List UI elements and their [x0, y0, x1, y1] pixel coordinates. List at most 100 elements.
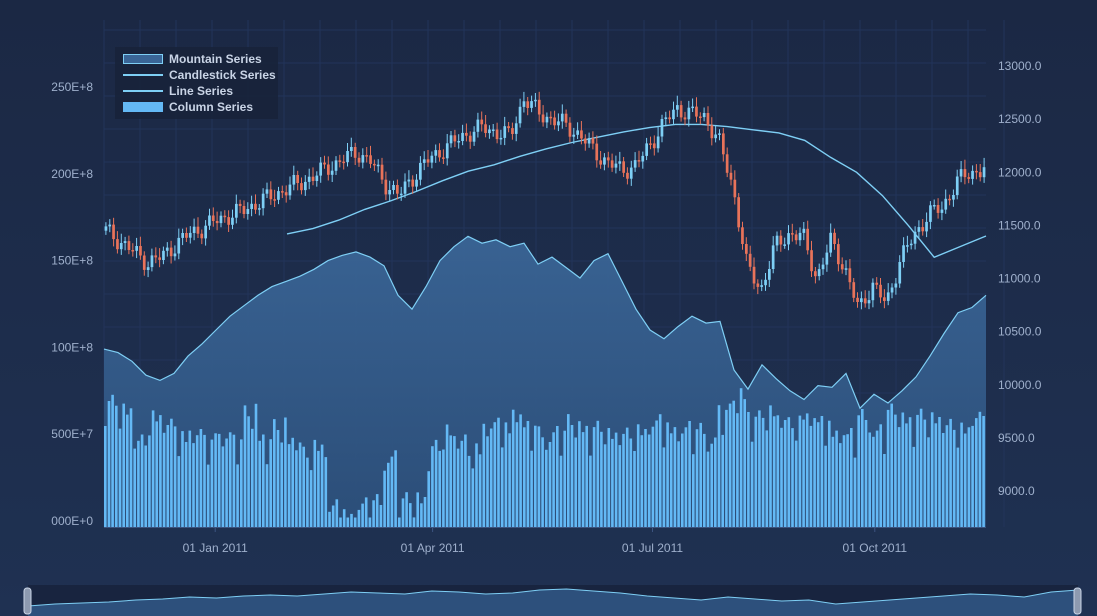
column-bar — [897, 427, 901, 527]
column-bar — [894, 414, 897, 527]
left-axis-tick-label: 200E+8 — [51, 167, 93, 181]
column-bar — [449, 435, 452, 527]
column-bar — [368, 517, 372, 527]
legend-item-candlestick[interactable]: Candlestick Series — [123, 67, 276, 83]
legend-item-column[interactable]: Column Series — [123, 99, 253, 115]
mountain-outline — [103, 235, 987, 410]
column-bar — [262, 434, 265, 527]
candle-body — [514, 123, 518, 134]
column-bar — [107, 401, 111, 527]
candle-body — [756, 283, 760, 287]
candle-body — [196, 226, 200, 234]
candle-body — [871, 282, 875, 301]
candle-body — [211, 215, 215, 221]
range-navigator[interactable] — [23, 585, 1082, 616]
left-y-axis: 000E+0 500E+7 100E+8 150E+8 200E+8 250E+8 — [51, 80, 93, 528]
candle-body — [913, 231, 917, 244]
column-bar — [655, 420, 658, 527]
candle-body — [618, 161, 622, 164]
candle-body — [699, 116, 702, 118]
candle-body — [603, 157, 606, 165]
candle-body — [875, 282, 879, 285]
candle-body — [576, 130, 579, 135]
x-axis: 01 Jan 2011 01 Apr 2011 01 Jul 2011 01 Oct … — [104, 527, 986, 555]
column-bar — [875, 430, 879, 527]
candle-body — [833, 232, 836, 244]
candle-body — [139, 246, 142, 256]
candle-body — [495, 129, 499, 140]
column-bar — [155, 421, 158, 527]
column-bar — [956, 447, 960, 527]
candle-body — [438, 150, 441, 158]
column-bar — [567, 414, 570, 527]
legend-label-line: Line Series — [169, 84, 234, 98]
legend-item-line[interactable]: Line Series — [123, 83, 233, 99]
candle-body — [430, 155, 434, 163]
column-bar — [732, 400, 735, 527]
column-bar — [162, 432, 166, 527]
candle-body — [511, 128, 514, 134]
column-bar — [868, 432, 871, 527]
candle-body — [127, 241, 131, 250]
candle-body — [476, 119, 480, 132]
column-bar — [541, 437, 544, 527]
column-bar — [416, 492, 419, 527]
column-bar — [144, 445, 147, 527]
column-bar — [203, 434, 206, 527]
candle-body — [350, 147, 353, 151]
candle-body — [764, 279, 767, 286]
candle-body — [265, 189, 269, 194]
column-bar — [302, 446, 305, 527]
candle-body — [200, 233, 204, 239]
column-bar — [677, 441, 680, 527]
column-bar — [225, 438, 228, 527]
navigator-right-handle[interactable] — [1073, 587, 1082, 615]
candle-body — [967, 177, 971, 179]
candle-body — [752, 266, 756, 284]
candle-body — [445, 143, 449, 159]
column-bar — [339, 517, 342, 527]
candle-body — [242, 206, 246, 214]
candle-body — [691, 106, 694, 109]
candle-body — [702, 113, 706, 118]
candle-body — [369, 155, 372, 164]
navigator-left-handle[interactable] — [23, 587, 32, 615]
column-bar — [456, 448, 460, 527]
column-bar — [883, 454, 886, 527]
column-bar — [280, 442, 283, 527]
column-bar — [890, 403, 893, 527]
column-bar — [243, 405, 247, 527]
column-bar — [912, 446, 916, 527]
candle-body — [733, 179, 737, 198]
candle-body — [687, 107, 691, 120]
candle-body — [468, 135, 472, 142]
candle-body — [434, 150, 438, 156]
column-series — [104, 388, 985, 527]
candle-body — [480, 119, 484, 125]
column-bar — [115, 405, 118, 527]
candle-body — [334, 160, 338, 171]
right-axis-tick-label: 12500.0 — [998, 112, 1042, 126]
column-bar — [353, 517, 357, 527]
candle-body — [641, 155, 645, 162]
column-bar — [328, 511, 331, 527]
column-bar — [276, 430, 280, 527]
column-bar — [901, 412, 905, 527]
candle-body — [775, 235, 779, 246]
candle-body — [722, 133, 725, 155]
left-axis-tick-label: 250E+8 — [51, 80, 93, 94]
candle-body — [568, 122, 572, 137]
column-bar — [460, 440, 464, 527]
column-bar — [173, 426, 177, 527]
candle-body — [695, 106, 698, 117]
candle-body — [587, 138, 591, 144]
column-bar — [475, 443, 478, 527]
legend-item-mountain[interactable]: Mountain Series — [123, 51, 262, 67]
candle-body — [396, 185, 399, 194]
column-bar — [324, 457, 328, 527]
column-bar — [971, 425, 974, 527]
column-bar — [791, 428, 794, 527]
column-bar — [930, 412, 934, 527]
column-bar — [861, 409, 864, 527]
column-bar — [434, 439, 438, 527]
